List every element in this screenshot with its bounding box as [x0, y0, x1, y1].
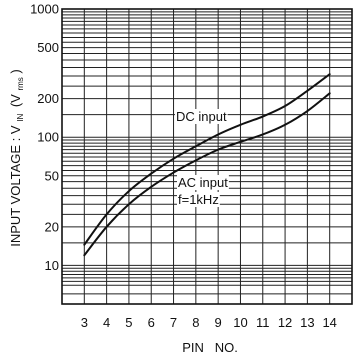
x-tick-label: 8 [192, 315, 199, 330]
chart-annotations: DC input AC input f=1kHz [175, 109, 229, 207]
x-tick-label: 6 [148, 315, 155, 330]
x-axis-label: PIN NO. [182, 340, 238, 355]
y-axis-label-unit-sub: rms [16, 77, 25, 90]
y-tick-label: 100 [37, 130, 59, 145]
ac-input-label: AC input [178, 175, 228, 190]
dc-input-series-line [83, 73, 331, 246]
chart-grid [62, 9, 352, 305]
y-tick-label: 20 [45, 219, 59, 234]
ac-input-series-line [83, 92, 331, 257]
x-tick-label: 5 [125, 315, 132, 330]
chart-series [83, 73, 331, 257]
y-tick-label: 200 [37, 91, 59, 106]
dc-input-label-background [175, 109, 228, 124]
ac-input-label-background [177, 175, 229, 190]
y-tick-labels: 1000 500 200 100 50 20 10 [30, 2, 59, 273]
frequency-label: f=1kHz [178, 192, 219, 207]
frequency-label-background [177, 192, 220, 207]
x-tick-label: 13 [300, 315, 314, 330]
y-tick-label: 500 [37, 40, 59, 55]
y-axis-label-sub: IN [16, 114, 25, 122]
x-tick-label: 4 [103, 315, 110, 330]
y-tick-label: 10 [45, 258, 59, 273]
x-tick-label: 3 [81, 315, 88, 330]
x-tick-label: 10 [233, 315, 247, 330]
y-tick-label: 50 [45, 168, 59, 183]
dc-input-label: DC input [176, 109, 227, 124]
x-tick-label: 11 [256, 315, 270, 330]
plot-frame [61, 8, 353, 305]
y-axis-label-unit-close: ) [8, 69, 23, 73]
y-axis-label-unit-open: (V [8, 94, 23, 107]
x-tick-label: 14 [322, 315, 336, 330]
y-tick-label: 1000 [30, 2, 59, 17]
x-tick-label: 9 [215, 315, 222, 330]
x-tick-labels: 3 4 5 6 7 8 9 10 11 12 13 14 [81, 315, 337, 330]
y-axis-label-main: INPUT VOLTAGE : V [8, 125, 23, 247]
y-axis-label: INPUT VOLTAGE : V IN (V rms ) [8, 69, 26, 247]
x-tick-label: 7 [170, 315, 177, 330]
x-tick-label: 12 [278, 315, 292, 330]
